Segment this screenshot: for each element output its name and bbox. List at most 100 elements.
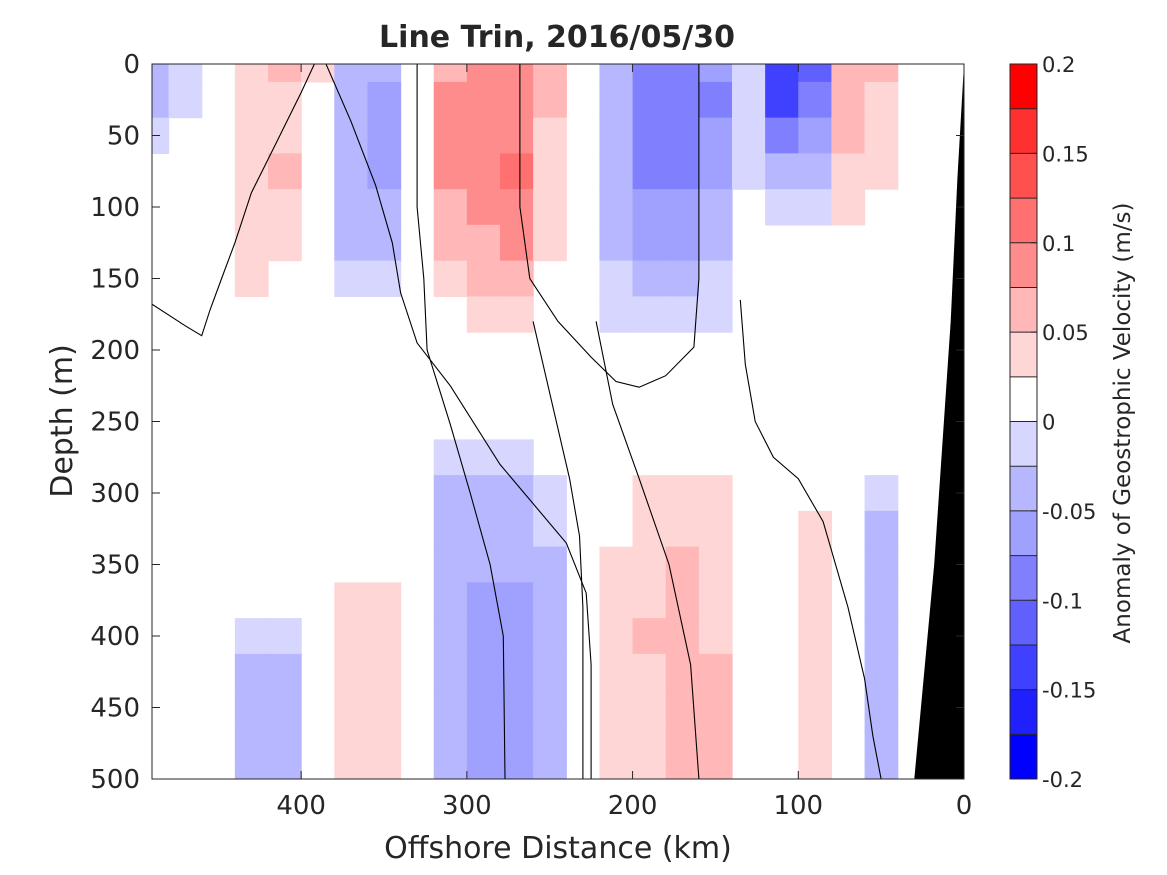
y-tick-label: 500 bbox=[90, 765, 140, 795]
x-tick-label: 200 bbox=[608, 791, 658, 821]
velocity-cell bbox=[500, 689, 534, 726]
velocity-cell bbox=[301, 64, 335, 83]
velocity-cell bbox=[698, 689, 733, 726]
velocity-cell bbox=[466, 475, 501, 512]
velocity-cell bbox=[798, 761, 833, 779]
velocity-cell bbox=[533, 582, 567, 619]
velocity-cell bbox=[698, 224, 733, 262]
x-tick-label: 100 bbox=[773, 791, 823, 821]
velocity-cell bbox=[433, 689, 468, 726]
velocity-cell bbox=[665, 260, 700, 297]
y-tick-label: 0 bbox=[123, 50, 140, 80]
velocity-cell bbox=[665, 582, 700, 619]
velocity-cell bbox=[698, 153, 733, 190]
velocity-cell bbox=[599, 117, 634, 154]
velocity-cell bbox=[765, 153, 799, 190]
velocity-cell bbox=[234, 224, 269, 262]
velocity-cell bbox=[798, 81, 833, 119]
velocity-cell bbox=[334, 689, 369, 726]
zero-contour-line bbox=[416, 64, 506, 779]
velocity-cell bbox=[466, 439, 501, 476]
velocity-cell bbox=[632, 260, 667, 297]
velocity-cell bbox=[500, 64, 534, 83]
velocity-cell bbox=[698, 725, 733, 762]
velocity-cell bbox=[665, 224, 700, 262]
velocity-cell bbox=[433, 117, 468, 154]
velocity-cell bbox=[864, 546, 899, 583]
velocity-cell bbox=[168, 81, 203, 119]
x-tick-label: 300 bbox=[442, 791, 492, 821]
colorbar-swatch bbox=[1010, 555, 1037, 601]
velocity-cell bbox=[599, 153, 634, 190]
velocity-cell bbox=[500, 546, 534, 583]
velocity-cell bbox=[599, 546, 634, 583]
zero-contour-line bbox=[152, 64, 315, 337]
velocity-cell bbox=[500, 439, 534, 476]
velocity-cell bbox=[798, 618, 833, 655]
velocity-cell bbox=[599, 64, 634, 83]
velocity-cell bbox=[831, 81, 866, 119]
velocity-cell bbox=[268, 761, 302, 779]
zero-contour-line bbox=[325, 64, 592, 779]
velocity-cell bbox=[500, 260, 534, 297]
velocity-cell bbox=[334, 81, 369, 119]
velocity-cell bbox=[234, 618, 269, 655]
velocity-field bbox=[152, 64, 899, 779]
velocity-cell bbox=[533, 546, 567, 583]
velocity-cell bbox=[500, 224, 534, 262]
velocity-cell bbox=[665, 653, 700, 691]
velocity-cell bbox=[533, 189, 567, 226]
velocity-cell bbox=[599, 582, 634, 619]
velocity-cell bbox=[765, 117, 799, 154]
velocity-cell bbox=[334, 260, 369, 297]
velocity-cell bbox=[500, 189, 534, 226]
velocity-cell bbox=[864, 117, 899, 154]
velocity-cell bbox=[698, 510, 733, 548]
velocity-cell bbox=[632, 689, 667, 726]
velocity-cell bbox=[864, 725, 899, 762]
velocity-cell bbox=[698, 296, 733, 333]
velocity-cell bbox=[698, 761, 733, 779]
velocity-cell bbox=[765, 189, 799, 226]
velocity-cell bbox=[599, 618, 634, 655]
velocity-cell bbox=[533, 475, 567, 512]
velocity-cell bbox=[466, 582, 501, 619]
velocity-cell bbox=[466, 224, 501, 262]
velocity-cell bbox=[665, 81, 700, 119]
velocity-cell bbox=[599, 761, 634, 779]
velocity-cell bbox=[665, 725, 700, 762]
velocity-cell bbox=[798, 653, 833, 691]
velocity-cell bbox=[632, 725, 667, 762]
zero-contour-line bbox=[595, 321, 700, 779]
velocity-cell bbox=[433, 725, 468, 762]
velocity-cell bbox=[533, 653, 567, 691]
velocity-cell bbox=[798, 153, 833, 190]
colorbar-swatch bbox=[1010, 198, 1037, 244]
colorbar-swatch bbox=[1010, 376, 1037, 422]
velocity-cell bbox=[831, 189, 866, 226]
zero-contour-lines bbox=[152, 64, 882, 779]
colorbar-swatch bbox=[1010, 64, 1037, 110]
colorbar-swatch bbox=[1010, 421, 1037, 467]
velocity-cell bbox=[632, 582, 667, 619]
y-tick-label: 350 bbox=[90, 551, 140, 581]
colorbar-tick-label: -0.2 bbox=[1042, 768, 1083, 792]
velocity-cell bbox=[433, 153, 468, 190]
velocity-cell bbox=[168, 64, 203, 83]
y-tick-label: 400 bbox=[90, 622, 140, 652]
velocity-cell bbox=[466, 761, 501, 779]
velocity-cell bbox=[268, 653, 302, 691]
velocity-cell bbox=[533, 64, 567, 83]
velocity-cell bbox=[466, 725, 501, 762]
velocity-cell bbox=[632, 189, 667, 226]
velocity-cell bbox=[500, 653, 534, 691]
velocity-cell bbox=[864, 510, 899, 548]
velocity-cell bbox=[334, 725, 369, 762]
zero-contour-line bbox=[739, 299, 882, 779]
velocity-cell bbox=[367, 117, 402, 154]
velocity-cell bbox=[665, 475, 700, 512]
velocity-cell bbox=[599, 81, 634, 119]
velocity-cell bbox=[152, 64, 170, 83]
velocity-cell bbox=[864, 475, 899, 512]
velocity-cell bbox=[234, 81, 269, 119]
